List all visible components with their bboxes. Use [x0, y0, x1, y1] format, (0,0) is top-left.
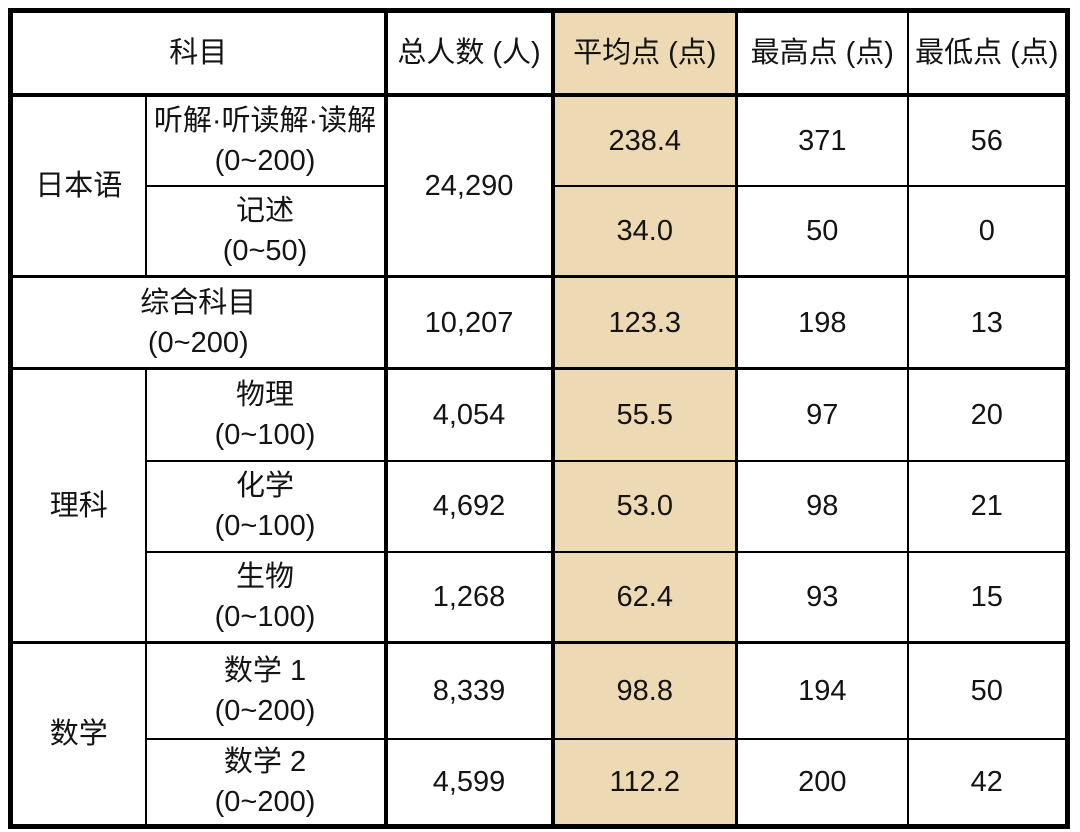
subject-name: 化学 [236, 470, 295, 502]
total-cell: 4,599 [384, 737, 555, 828]
subject-range: (0~200) [214, 694, 316, 727]
average-cell: 112.2 [551, 737, 739, 828]
total-cell: 4,054 [384, 367, 555, 462]
max-cell: 98 [735, 459, 909, 553]
header-subject: 科目 [9, 9, 388, 97]
max-cell: 200 [735, 737, 909, 828]
min-cell: 50 [906, 641, 1069, 740]
subject-cell: 化学 (0~100) [144, 459, 388, 553]
subject-name: 生物 [236, 560, 295, 593]
total-cell: 24,290 [384, 93, 555, 278]
total-cell: 8,339 [384, 641, 555, 740]
max-cell: 97 [735, 367, 909, 462]
subject-range: (0~100) [214, 600, 316, 633]
score-statistics-table: 科目 总人数 (人) 平均点 (点) 最高点 (点) 最低点 (点) 日本语 听… [8, 8, 1071, 829]
row-science-biology: 生物 (0~100) 1,268 62.4 93 15 [11, 550, 1069, 644]
subject-name: 物理 [236, 378, 295, 411]
row-math-1: 数学 数学 1 (0~200) 8,339 98.8 194 50 [9, 641, 1069, 828]
min-cell: 13 [906, 275, 1069, 370]
min-cell: 56 [906, 93, 1069, 187]
total-cell: 4,692 [384, 459, 555, 553]
min-cell: 20 [906, 367, 1069, 462]
subject-range: (0~200) [214, 144, 316, 177]
average-cell: 34.0 [551, 184, 739, 278]
subject-cell: 听解·听读解·读解 (0~200) [144, 93, 388, 187]
row-japanese-writing: 记述 (0~50) 34.0 50 0 [11, 184, 1069, 278]
subject-name: 数学 2 [223, 745, 307, 778]
header-row: 科目 总人数 (人) 平均点 (点) 最高点 (点) 最低点 (点) [9, 9, 1069, 97]
row-science-physics: 理科 物理 (0~100) 4,054 55.5 97 20 [9, 367, 1069, 644]
max-cell: 50 [735, 184, 909, 278]
row-math-2: 数学 2 (0~200) 4,599 112.2 200 42 [11, 737, 1069, 828]
subject-range: (0~200) [214, 785, 316, 818]
average-cell: 53.0 [551, 459, 739, 553]
subject-range: (0~200) [147, 326, 249, 359]
max-cell: 93 [735, 550, 909, 644]
subject-name: 数学 1 [223, 654, 307, 687]
subject-name: 听解·听读解·读解 [153, 104, 377, 137]
min-cell: 42 [906, 737, 1069, 828]
subject-cell: 数学 2 (0~200) [144, 737, 388, 828]
subject-cell: 生物 (0~100) [144, 550, 388, 644]
subject-cell: 记述 (0~50) [144, 184, 388, 278]
subject-cell: 综合科目 (0~200) [9, 275, 388, 370]
row-science-chemistry: 化学 (0~100) 4,692 53.0 98 21 [11, 459, 1069, 553]
header-min: 最低点 (点) [906, 9, 1069, 97]
average-cell: 238.4 [551, 93, 739, 187]
average-cell: 98.8 [551, 641, 739, 740]
subject-range: (0~100) [214, 510, 316, 542]
row-integrated-subjects: 综合科目 (0~200) 10,207 123.3 198 13 [9, 275, 1069, 370]
row-japanese-listening-reading: 日本语 听解·听读解·读解 (0~200) 24,290 238.4 371 5… [9, 93, 1069, 278]
subject-name: 综合科目 [140, 286, 257, 319]
average-cell: 123.3 [551, 275, 739, 370]
group-label-science: 理科 [9, 367, 147, 644]
min-cell: 21 [906, 459, 1069, 553]
min-cell: 15 [906, 550, 1069, 644]
max-cell: 371 [735, 93, 909, 187]
group-label-japanese: 日本语 [9, 93, 147, 278]
max-cell: 198 [735, 275, 909, 370]
total-cell: 1,268 [384, 550, 555, 644]
average-cell: 62.4 [551, 550, 739, 644]
header-total: 总人数 (人) [384, 9, 555, 97]
group-label-math: 数学 [9, 641, 147, 828]
max-cell: 194 [735, 641, 909, 740]
subject-name: 记述 [236, 194, 295, 227]
total-cell: 10,207 [384, 275, 555, 370]
min-cell: 0 [906, 184, 1069, 278]
subject-range: (0~100) [214, 418, 316, 451]
subject-cell: 物理 (0~100) [144, 367, 388, 462]
subject-range: (0~50) [222, 234, 308, 267]
average-cell: 55.5 [551, 367, 739, 462]
subject-cell: 数学 1 (0~200) [144, 641, 388, 740]
header-average: 平均点 (点) [551, 9, 739, 97]
header-max: 最高点 (点) [735, 9, 909, 97]
